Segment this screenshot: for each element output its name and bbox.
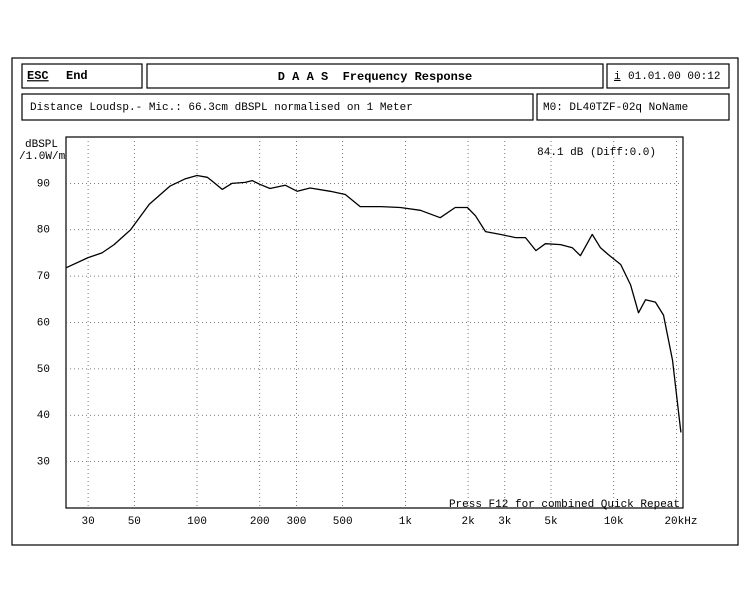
x-tick-label: 500 [333, 516, 353, 528]
model-box[interactable] [536, 93, 730, 121]
y-axis-label: dBSPL [25, 139, 58, 151]
x-tick-label: 5k [544, 516, 558, 528]
y-axis-unit: /1.0W/m [19, 151, 66, 163]
measurement-info: Distance Loudsp.- Mic.: 66.3cm dBSPL nor… [30, 102, 413, 114]
datetime: 01.01.00 00:12 [628, 71, 720, 83]
x-tick-label: 100 [187, 516, 207, 528]
title: D A A S Frequency Response [278, 70, 472, 84]
esc-action[interactable]: End [66, 69, 88, 83]
esc-box[interactable] [21, 63, 143, 89]
y-tick-label: 90 [37, 178, 50, 190]
x-tick-label: 300 [287, 516, 307, 528]
y-tick-label: 40 [37, 410, 50, 422]
y-tick-label: 80 [37, 225, 50, 237]
info-box [21, 93, 534, 121]
x-tick-label: 20kHz [664, 516, 697, 528]
info-key[interactable]: i [614, 71, 621, 83]
x-tick-label: 10k [604, 516, 624, 528]
x-tick-label: 50 [128, 516, 141, 528]
y-tick-label: 30 [37, 457, 50, 469]
x-tick-label: 3k [498, 516, 512, 528]
model: M0: DL40TZF-02q NoName [543, 102, 688, 114]
title-box [146, 63, 604, 89]
footer-note: Press F12 for combined Quick Repeat [449, 499, 680, 511]
annotation: 84.1 dB (Diff:0.0) [537, 147, 656, 159]
datetime-box[interactable] [606, 63, 730, 89]
y-tick-label: 50 [37, 364, 50, 376]
response-curve [65, 174, 682, 433]
x-tick-label: 30 [81, 516, 94, 528]
esc-key[interactable]: ESC [27, 69, 49, 83]
x-tick-label: 200 [250, 516, 270, 528]
x-tick-label: 1k [399, 516, 413, 528]
window-frame [11, 57, 739, 546]
y-tick-label: 70 [37, 271, 50, 283]
x-tick-label: 2k [462, 516, 476, 528]
y-tick-label: 60 [37, 317, 50, 329]
